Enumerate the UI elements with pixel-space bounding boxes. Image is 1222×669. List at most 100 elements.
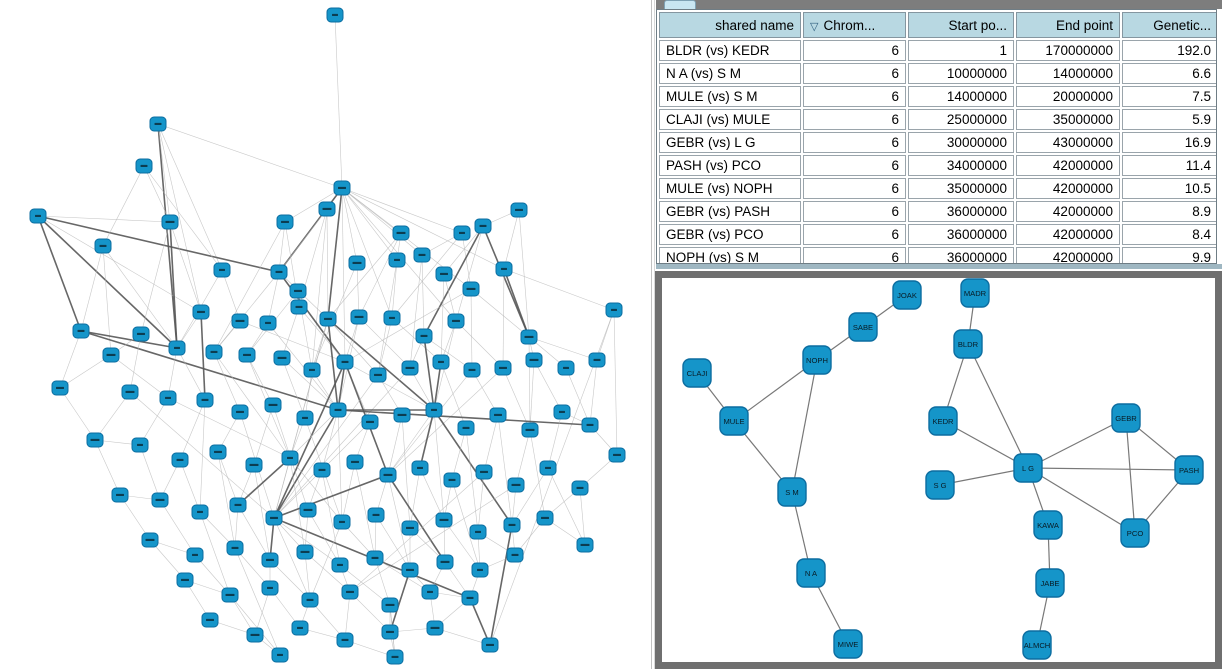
table-cell[interactable]: 20000000 (1016, 86, 1120, 107)
overview-network-node[interactable] (159, 390, 177, 406)
detail-network-node-n-a[interactable]: N A (796, 558, 826, 588)
table-cell[interactable]: 6 (803, 109, 906, 130)
overview-network-node[interactable] (102, 347, 120, 363)
table-cell[interactable]: 14000000 (908, 86, 1014, 107)
table-cell[interactable]: 10000000 (908, 63, 1014, 84)
table-cell[interactable]: 6 (803, 224, 906, 245)
detail-network-node-s-g[interactable]: S G (925, 470, 955, 500)
overview-network-node[interactable] (462, 281, 480, 297)
overview-network-node[interactable] (401, 360, 419, 376)
overview-network-node[interactable] (367, 507, 385, 523)
table-cell[interactable]: 6 (803, 86, 906, 107)
overview-network-node[interactable] (457, 420, 475, 436)
table-row[interactable]: MULE (vs) S M 6 14000000 20000000 7.5 (659, 86, 1216, 107)
detail-network-node-gebr[interactable]: GEBR (1111, 403, 1141, 433)
overview-network-node[interactable] (86, 432, 104, 448)
table-cell[interactable]: 6 (803, 178, 906, 199)
overview-network-node[interactable] (411, 460, 429, 476)
overview-network-node[interactable] (576, 537, 594, 553)
detail-network-node-bldr[interactable]: BLDR (953, 329, 983, 359)
overview-network-node[interactable] (333, 180, 351, 196)
overview-network-node[interactable] (474, 218, 492, 234)
overview-network-node[interactable] (443, 472, 461, 488)
overview-network-node[interactable] (495, 261, 513, 277)
overview-network-node[interactable] (401, 520, 419, 536)
table-cell[interactable]: 43000000 (1016, 132, 1120, 153)
overview-network-node[interactable] (226, 540, 244, 556)
table-cell[interactable]: 6 (803, 40, 906, 61)
table-cell[interactable]: 42000000 (1016, 247, 1120, 263)
table-row[interactable]: GEBR (vs) PASH 6 36000000 42000000 8.9 (659, 201, 1216, 222)
overview-network-node[interactable] (553, 404, 571, 420)
table-cell[interactable]: 11.4 (1122, 155, 1216, 176)
overview-network-node[interactable] (435, 266, 453, 282)
overview-network-node[interactable] (276, 214, 294, 230)
overview-network-node[interactable] (392, 225, 410, 241)
overview-network-canvas[interactable] (0, 0, 650, 669)
detail-network-node-kedr[interactable]: KEDR (928, 406, 958, 436)
overview-network-node[interactable] (121, 384, 139, 400)
table-cell[interactable]: MULE (vs) NOPH (659, 178, 801, 199)
overview-network-node[interactable] (261, 552, 279, 568)
overview-network-node[interactable] (296, 544, 314, 560)
table-cell[interactable]: 192.0 (1122, 40, 1216, 61)
overview-network-node[interactable] (51, 380, 69, 396)
table-cell[interactable]: 16.9 (1122, 132, 1216, 153)
detail-network-node-sabe[interactable]: SABE (848, 312, 878, 342)
overview-network-node[interactable] (435, 512, 453, 528)
overview-network-node[interactable] (386, 649, 404, 665)
overview-network-node[interactable] (213, 262, 231, 278)
overview-network-node[interactable] (319, 311, 337, 327)
overview-network-node[interactable] (72, 323, 90, 339)
table-cell[interactable]: GEBR (vs) L G (659, 132, 801, 153)
overview-network-node[interactable] (313, 462, 331, 478)
overview-network-node[interactable] (289, 283, 307, 299)
overview-network-node[interactable] (341, 584, 359, 600)
overview-network-node[interactable] (447, 313, 465, 329)
table-row[interactable]: GEBR (vs) L G 6 30000000 43000000 16.9 (659, 132, 1216, 153)
overview-network-node[interactable] (271, 647, 289, 663)
table-cell[interactable]: 6 (803, 201, 906, 222)
overview-network-node[interactable] (432, 354, 450, 370)
table-cell[interactable]: MULE (vs) S M (659, 86, 801, 107)
filter-icon[interactable]: ▽ (810, 20, 819, 33)
table-row[interactable]: CLAJI (vs) MULE 6 25000000 35000000 5.9 (659, 109, 1216, 130)
overview-network-node[interactable] (494, 360, 512, 376)
table-cell[interactable]: 30000000 (908, 132, 1014, 153)
overview-network-node[interactable] (303, 362, 321, 378)
overview-network-node[interactable] (301, 592, 319, 608)
overview-network-node[interactable] (209, 444, 227, 460)
overview-network-node[interactable] (231, 313, 249, 329)
table-cell[interactable]: 6.6 (1122, 63, 1216, 84)
overview-network-node[interactable] (290, 299, 308, 315)
overview-network-node[interactable] (336, 632, 354, 648)
overview-network-node[interactable] (231, 404, 249, 420)
overview-network-node[interactable] (191, 504, 209, 520)
overview-network-node[interactable] (521, 422, 539, 438)
detail-network-node-claji[interactable]: CLAJI (682, 358, 712, 388)
overview-network-node[interactable] (539, 460, 557, 476)
table-cell[interactable]: NOPH (vs) S M (659, 247, 801, 263)
table-cell[interactable]: GEBR (vs) PCO (659, 224, 801, 245)
overview-network-node[interactable] (135, 158, 153, 174)
overview-network-node[interactable] (229, 497, 247, 513)
overview-network-node[interactable] (329, 402, 347, 418)
table-cell[interactable]: 42000000 (1016, 224, 1120, 245)
overview-network-node[interactable] (361, 414, 379, 430)
table-tab[interactable] (664, 0, 696, 9)
overview-network-node[interactable] (471, 562, 489, 578)
overview-network-node[interactable] (605, 302, 623, 318)
overview-network-node[interactable] (506, 547, 524, 563)
overview-network-node[interactable] (413, 247, 431, 263)
overview-network-node[interactable] (608, 447, 626, 463)
overview-network-node[interactable] (245, 457, 263, 473)
overview-network-node[interactable] (29, 208, 47, 224)
overview-network-node[interactable] (336, 354, 354, 370)
overview-network-node[interactable] (379, 467, 397, 483)
overview-network-node[interactable] (141, 532, 159, 548)
overview-network-node[interactable] (481, 637, 499, 653)
overview-network-node[interactable] (381, 597, 399, 613)
detail-network-node-s-m[interactable]: S M (777, 477, 807, 507)
overview-network-node[interactable] (168, 340, 186, 356)
network-detail-panel[interactable]: JOAK MADR SABE BLDR NOPH CLAJI MULE KEDR GEBR L G… (655, 271, 1222, 669)
